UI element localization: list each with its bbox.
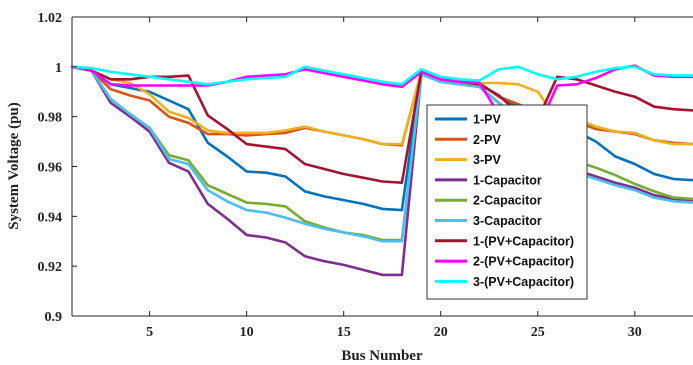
axis-layer: 5 10 15 20 25 30 0.9 0.92 0.94 0.96 0.98 1 1.02	[38, 11, 693, 340]
y-tick-label: 0.92	[38, 260, 63, 275]
legend-label-4: 1-Capacitor	[473, 173, 542, 187]
series-line-8	[70, 64, 693, 131]
x-tick-label: 15	[337, 325, 351, 340]
legend-label-1: 1-PV	[473, 113, 501, 127]
legend-box	[426, 104, 588, 300]
plot-background	[72, 17, 693, 316]
x-tick-label: 10	[240, 325, 254, 340]
x-tick-label: 20	[434, 325, 448, 340]
series-line-6	[70, 65, 693, 243]
legend: 1-PV 2-PV 3-PV 1-Capacitor 2-Capacitor 3-Capa…	[426, 104, 588, 300]
series-layer	[70, 64, 693, 277]
x-axis-title: Bus Number	[341, 348, 423, 364]
series-line-4	[70, 65, 693, 277]
series-line-1	[70, 65, 693, 212]
y-tick-label: 0.96	[38, 161, 63, 176]
legend-label-8: 2-(PV+Capacitor)	[473, 255, 574, 269]
legend-label-3: 3-PV	[473, 153, 501, 167]
legend-label-5: 2-Capacitor	[473, 194, 542, 208]
series-line-9	[70, 65, 693, 86]
series-line-7	[70, 65, 693, 184]
y-tick-label: 1.02	[38, 11, 63, 26]
y-tick-label: 1	[55, 61, 62, 76]
legend-label-6: 3-Capacitor	[473, 214, 542, 228]
x-tick-label: 30	[628, 325, 642, 340]
y-tick-label: 0.94	[38, 210, 63, 225]
x-tick-label: 25	[531, 325, 545, 340]
legend-label-9: 3-(PV+Capacitor)	[473, 275, 574, 289]
x-tick-label: 5	[146, 325, 153, 340]
y-tick-label: 0.9	[45, 310, 63, 325]
y-axis-title: System Voltage (pu)	[6, 102, 22, 230]
series-line-3	[70, 65, 693, 146]
legend-label-7: 1-(PV+Capacitor)	[473, 234, 574, 248]
y-tick-label: 0.98	[38, 111, 63, 126]
legend-label-2: 2-PV	[473, 133, 501, 147]
